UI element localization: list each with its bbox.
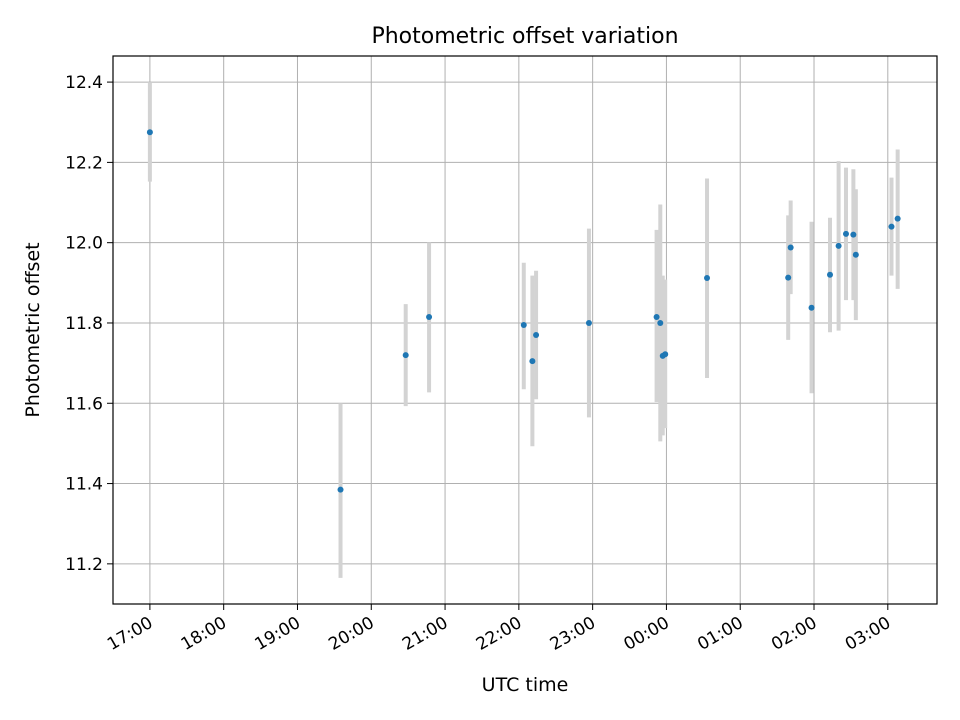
data-point: [850, 231, 857, 238]
data-point: [653, 313, 660, 320]
data-point: [808, 304, 815, 311]
data-point: [585, 319, 592, 326]
data-point: [520, 321, 527, 328]
data-point: [835, 242, 842, 249]
y-tick-label: 11.8: [65, 314, 103, 334]
y-axis-ticks: 11.2 11.4 11.6 11.8 12.0 12.2 12.4: [65, 73, 113, 575]
y-tick-label: 11.6: [65, 394, 103, 414]
data-points: [146, 129, 901, 493]
data-point: [852, 251, 859, 258]
data-point: [146, 129, 153, 136]
chart-title: Photometric offset variation: [371, 24, 678, 49]
data-point: [894, 215, 901, 222]
data-point: [337, 486, 344, 493]
data-point: [704, 275, 711, 282]
data-point: [888, 223, 895, 230]
plot-frame: [112, 55, 938, 605]
data-point: [785, 274, 792, 281]
grid: [113, 56, 937, 604]
y-tick-label: 12.2: [65, 153, 103, 173]
data-point: [657, 319, 664, 326]
data-point: [827, 271, 834, 278]
data-point: [662, 351, 669, 358]
data-point: [533, 332, 540, 339]
data-point: [402, 352, 409, 359]
y-tick-label: 12.0: [65, 234, 103, 254]
data-point: [842, 230, 849, 237]
y-tick-label: 12.4: [65, 73, 103, 93]
x-axis-label: UTC time: [482, 674, 569, 696]
data-point: [426, 313, 433, 320]
y-tick-label: 11.2: [65, 555, 103, 575]
data-point: [787, 244, 794, 251]
data-point: [529, 358, 536, 365]
y-tick-label: 11.4: [65, 475, 103, 495]
y-axis-label: Photometric offset: [22, 242, 44, 417]
